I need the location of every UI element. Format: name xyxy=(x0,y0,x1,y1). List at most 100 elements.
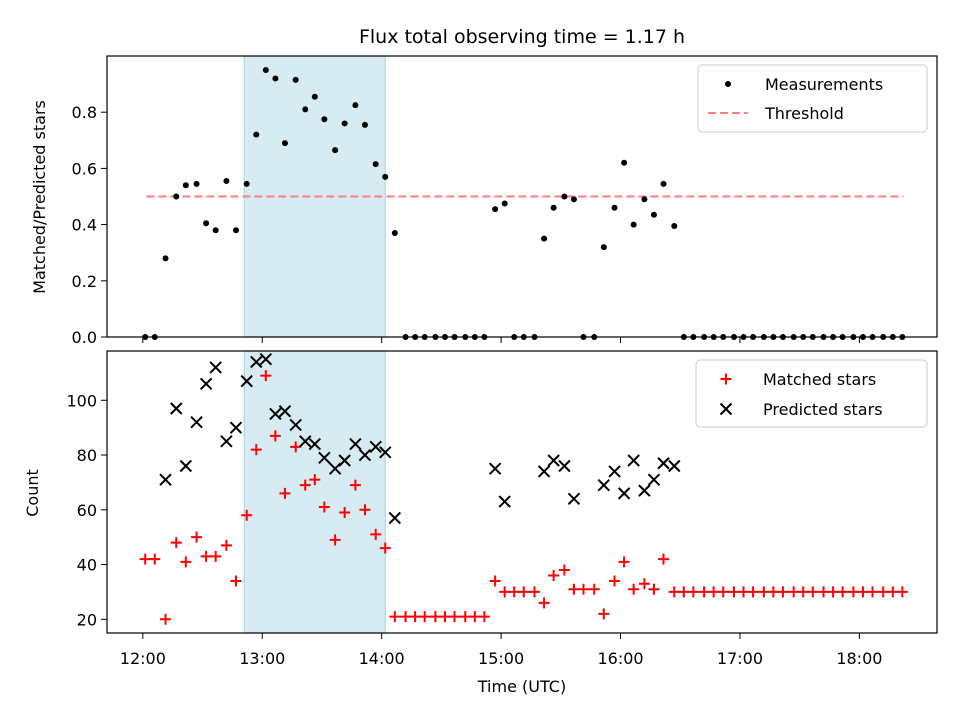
measurement-point xyxy=(671,223,678,230)
bottom-observing-interval xyxy=(243,350,386,634)
bottom-legend-box xyxy=(695,359,928,428)
matched-star-point xyxy=(230,575,242,587)
matched-star-point xyxy=(139,553,151,565)
measurement-point xyxy=(232,227,239,234)
matched-star-point xyxy=(309,474,321,486)
bottom-y-tick-label: 20 xyxy=(77,610,97,629)
bottom-y-tick-label: 60 xyxy=(77,501,97,520)
matched-star-point xyxy=(747,586,759,598)
matched-star-point xyxy=(618,556,630,568)
matched-star-point xyxy=(449,611,461,623)
matched-star-point xyxy=(260,370,272,382)
predicted-star-point xyxy=(488,462,502,475)
matched-star-point xyxy=(429,611,441,623)
matched-star-point xyxy=(409,611,421,623)
matched-star-point xyxy=(788,586,800,598)
measurement-point xyxy=(243,180,250,187)
predicted-star-point xyxy=(159,473,172,486)
measurement-point xyxy=(492,206,499,213)
measurement-point xyxy=(660,180,667,187)
matched-star-point xyxy=(818,586,830,598)
x-tick-label: 16:00 xyxy=(597,649,643,668)
measurement-point xyxy=(302,106,309,113)
predicted-star-point xyxy=(170,402,183,415)
x-axis-label: Time (UTC) xyxy=(477,677,566,696)
matched-star-point xyxy=(847,586,859,598)
matched-star-point xyxy=(837,586,849,598)
measurement-point xyxy=(391,230,398,237)
predicted-star-point xyxy=(358,448,372,462)
measurement-point xyxy=(611,204,618,211)
predicted-star-point xyxy=(299,435,312,448)
measurement-point xyxy=(321,116,328,123)
matched-star-point xyxy=(857,586,869,598)
matched-star-point xyxy=(687,586,699,598)
predicted-star-point xyxy=(209,361,222,374)
matched-star-point xyxy=(160,613,172,625)
matched-star-point xyxy=(638,578,650,590)
matched-star-point xyxy=(568,583,580,595)
measurement-point xyxy=(223,178,230,185)
predicted-star-point xyxy=(289,418,302,432)
bottom-y-tick-label: 40 xyxy=(77,556,97,575)
predicted-star-point xyxy=(349,437,362,451)
predicted-star-point xyxy=(627,454,640,467)
predicted-star-point xyxy=(388,511,402,525)
matched-star-point xyxy=(220,539,232,551)
measurement-point xyxy=(550,204,557,211)
measurement-point xyxy=(570,196,577,203)
predicted-star-point xyxy=(597,478,611,492)
matched-star-point xyxy=(529,586,541,598)
predicted-star-point xyxy=(278,405,292,418)
top-legend: Measurements Threshold xyxy=(697,64,928,133)
matched-star-point xyxy=(279,487,291,499)
predicted-star-point xyxy=(558,459,571,473)
top-y-tick-label: 0.2 xyxy=(72,272,97,291)
predicted-star-point xyxy=(190,415,203,429)
measurement-point xyxy=(361,121,368,128)
matched-star-point xyxy=(359,504,371,516)
matched-star-point xyxy=(170,537,182,549)
measurement-point xyxy=(203,220,210,227)
legend-predicted-marker xyxy=(719,402,733,416)
matched-star-point xyxy=(439,611,451,623)
measurement-point xyxy=(630,221,637,228)
matched-star-point xyxy=(210,550,222,562)
matched-star-point xyxy=(250,444,262,456)
matched-star-point xyxy=(419,611,431,623)
predicted-star-point xyxy=(369,440,382,454)
matched-star-point xyxy=(777,586,789,598)
measurement-point xyxy=(501,200,508,207)
bottom-legend: Matched stars Predicted stars xyxy=(695,359,928,428)
predicted-star-point xyxy=(498,495,511,508)
bottom-plot-frame xyxy=(106,350,938,634)
measurement-point xyxy=(382,173,389,180)
predicted-star-point xyxy=(220,435,233,448)
measurement-point xyxy=(262,67,269,74)
measurement-point xyxy=(272,75,279,82)
matched-star-point xyxy=(349,479,361,491)
matched-star-point xyxy=(678,586,690,598)
matched-star-point xyxy=(389,611,401,623)
matched-star-point xyxy=(538,597,550,609)
predicted-star-point xyxy=(668,459,681,473)
x-tick-label: 18:00 xyxy=(836,649,882,668)
matched-star-point xyxy=(318,501,330,513)
measurement-point xyxy=(372,161,379,168)
matched-star-point xyxy=(149,553,161,565)
measurement-point xyxy=(621,159,628,166)
measurement-point xyxy=(173,193,180,200)
matched-star-point xyxy=(489,575,501,587)
legend-threshold-label: Threshold xyxy=(764,104,844,123)
top-legend-box xyxy=(697,64,928,133)
matched-star-point xyxy=(191,531,203,543)
predicted-star-point xyxy=(269,407,282,421)
legend-predicted-label: Predicted stars xyxy=(763,400,883,419)
matched-star-point xyxy=(329,534,341,546)
bottom-y-tick-label: 100 xyxy=(66,391,97,410)
matched-star-point xyxy=(668,586,680,598)
predicted-star-point xyxy=(259,353,273,366)
top-y-tick-label: 0.4 xyxy=(72,216,97,235)
measurement-point xyxy=(281,140,288,147)
